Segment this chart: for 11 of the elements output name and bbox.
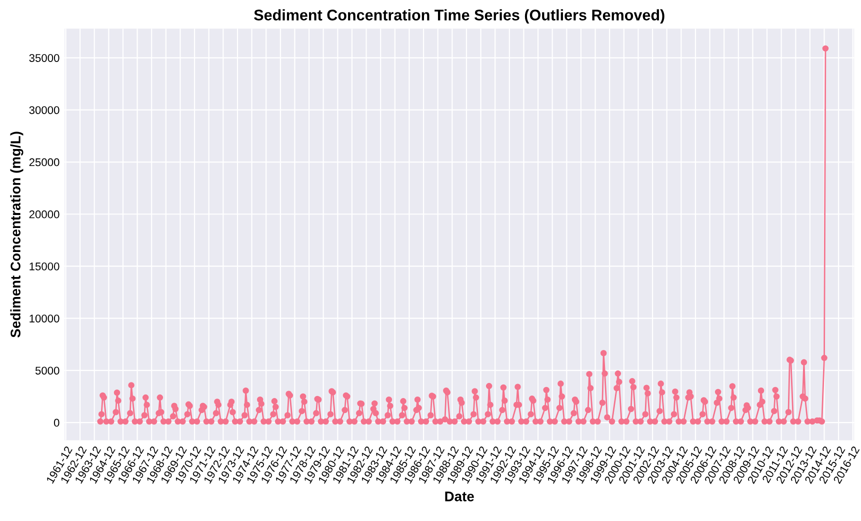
y-tick-label: 30000 bbox=[29, 106, 60, 114]
y-axis-title: Sediment Concentration (mg/L) bbox=[10, 132, 24, 338]
y-tick-label: 15000 bbox=[30, 262, 60, 270]
y-tick-label: 35000 bbox=[29, 54, 60, 62]
chart-title: Sediment Concentration Time Series (Outliers Removed) bbox=[254, 9, 664, 24]
y-tick-label: 5000 bbox=[35, 366, 60, 375]
y-tick-label: 10000 bbox=[30, 314, 60, 322]
y-tick-label: 20000 bbox=[29, 210, 60, 218]
x-axis-title: Date bbox=[445, 492, 474, 502]
y-tick-label: 25000 bbox=[29, 158, 60, 166]
y-tick-label: 0 bbox=[54, 418, 60, 427]
